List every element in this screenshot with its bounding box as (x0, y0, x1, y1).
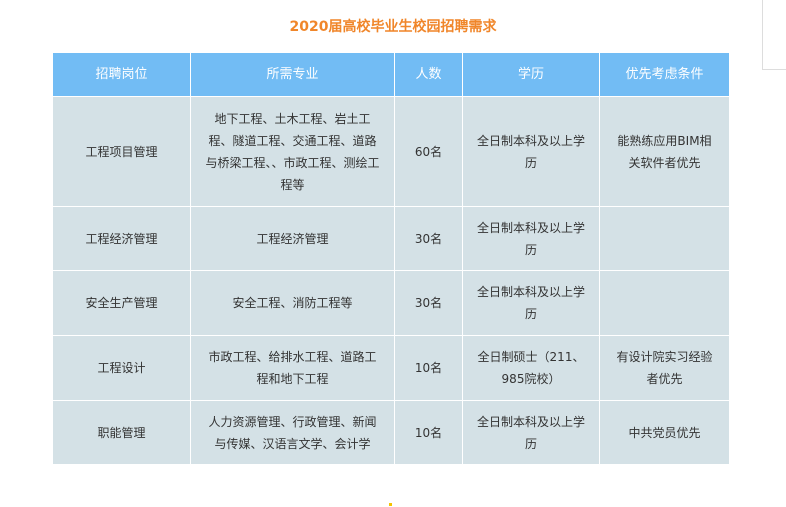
header-major: 所需专业 (190, 52, 395, 97)
table-row: 工程经济管理 工程经济管理 30名 全日制本科及以上学历 (52, 206, 730, 271)
table-header-row: 招聘岗位 所需专业 人数 学历 优先考虑条件 (52, 52, 730, 97)
cell-education: 全日制本科及以上学历 (462, 270, 600, 336)
cell-count: 60名 (394, 96, 463, 207)
header-position: 招聘岗位 (52, 52, 191, 97)
cell-count: 30名 (394, 206, 463, 271)
cell-education: 全日制本科及以上学历 (462, 206, 600, 271)
cell-preference: 有设计院实习经验者优先 (599, 335, 730, 401)
cell-education: 全日制本科及以上学历 (462, 96, 600, 207)
header-preference: 优先考虑条件 (599, 52, 730, 97)
cell-major: 市政工程、给排水工程、道路工程和地下工程 (190, 335, 395, 401)
cell-major: 安全工程、消防工程等 (190, 270, 395, 336)
table-row: 工程项目管理 地下工程、土木工程、岩土工程、隧道工程、交通工程、道路与桥梁工程、… (52, 96, 730, 207)
cell-preference (599, 270, 730, 336)
cell-position: 工程经济管理 (52, 206, 191, 271)
page-title: 2020届高校毕业生校园招聘需求 (289, 19, 497, 35)
cell-preference (599, 206, 730, 271)
decorative-dot (389, 503, 392, 506)
header-education: 学历 (462, 52, 600, 97)
cell-preference: 中共党员优先 (599, 400, 730, 465)
table-row: 职能管理 人力资源管理、行政管理、新闻与传媒、汉语言文学、会计学 10名 全日制… (52, 400, 730, 465)
table-row: 工程设计 市政工程、给排水工程、道路工程和地下工程 10名 全日制硕士（211、… (52, 335, 730, 401)
cell-position: 工程项目管理 (52, 96, 191, 207)
cell-major: 工程经济管理 (190, 206, 395, 271)
cell-position: 安全生产管理 (52, 270, 191, 336)
cell-count: 10名 (394, 400, 463, 465)
cell-education: 全日制本科及以上学历 (462, 400, 600, 465)
cell-position: 职能管理 (52, 400, 191, 465)
header-count: 人数 (394, 52, 463, 97)
side-panel (762, 0, 786, 70)
cell-count: 10名 (394, 335, 463, 401)
recruitment-table: 招聘岗位 所需专业 人数 学历 优先考虑条件 工程项目管理 地下工程、土木工程、… (52, 52, 730, 465)
cell-position: 工程设计 (52, 335, 191, 401)
cell-education: 全日制硕士（211、985院校） (462, 335, 600, 401)
cell-major: 地下工程、土木工程、岩土工程、隧道工程、交通工程、道路与桥梁工程、、市政工程、测… (190, 96, 395, 207)
cell-major: 人力资源管理、行政管理、新闻与传媒、汉语言文学、会计学 (190, 400, 395, 465)
cell-preference: 能熟练应用BIM相关软件者优先 (599, 96, 730, 207)
table-row: 安全生产管理 安全工程、消防工程等 30名 全日制本科及以上学历 (52, 270, 730, 336)
cell-count: 30名 (394, 270, 463, 336)
